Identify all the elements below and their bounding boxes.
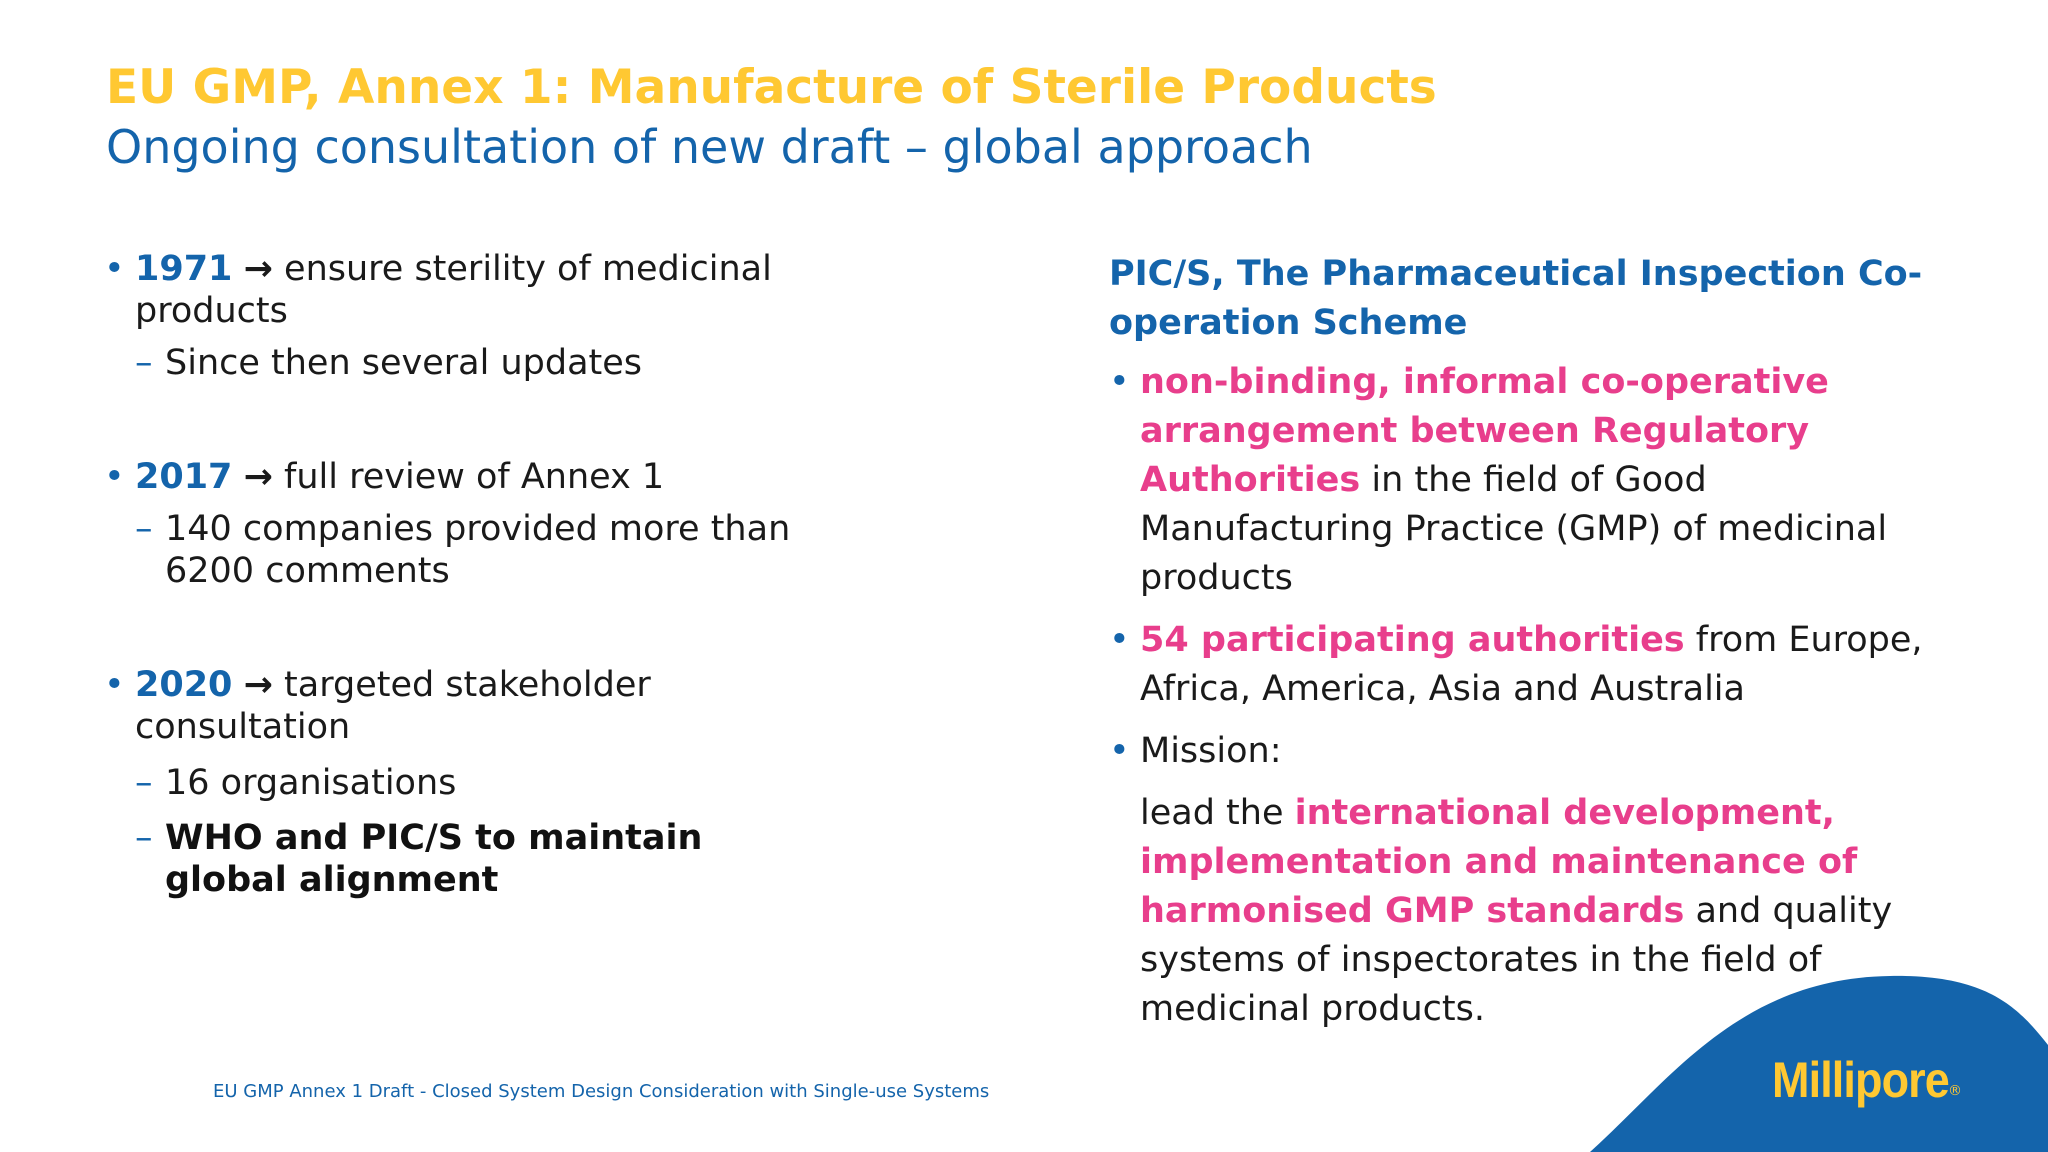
timeline-item-1971: • 1971 → ensure sterility of medicinal p… — [104, 248, 824, 384]
timeline-year: 1971 — [135, 249, 233, 289]
arrow-right-icon: → — [243, 457, 273, 497]
pics-bullet-mission: • Mission: — [1109, 727, 1949, 776]
pics-heading: PIC/S, The Pharmaceutical Inspection Co-… — [1109, 254, 1923, 343]
registered-mark: ® — [1948, 1083, 1962, 1099]
body-text: in the field of Good Manufacturing Pract… — [1140, 460, 1888, 598]
pics-bullet-authorities: • 54 participating authorities from Euro… — [1109, 616, 1949, 714]
timeline-year: 2020 — [135, 665, 233, 705]
timeline-subitem: 16 organisations — [165, 763, 457, 803]
timeline-text: full review of Annex 1 — [284, 457, 665, 497]
bullet-dot-icon: • — [104, 457, 125, 497]
bullet-dot-icon: • — [104, 665, 125, 705]
timeline-column: • 1971 → ensure sterility of medicinal p… — [104, 248, 824, 901]
bullet-dot-icon: • — [104, 249, 125, 289]
timeline-year: 2017 — [135, 457, 233, 497]
dash-icon: – — [135, 343, 153, 383]
millipore-logo: Millipore — [1772, 1052, 1950, 1108]
timeline-text: ensure sterility of medicinal products — [135, 249, 772, 331]
timeline-subitem: 140 companies provided more than 6200 co… — [165, 509, 791, 591]
brand-wave-shape — [1590, 975, 2048, 1152]
highlight-text: 54 participating authorities — [1140, 620, 1685, 660]
dash-icon: – — [135, 818, 153, 858]
body-text: and quality systems of inspectorates in … — [1140, 891, 1893, 1029]
bullet-dot-icon: • — [1109, 731, 1130, 771]
timeline-subitem: WHO and PIC/S to maintain global alignme… — [165, 818, 703, 900]
mission-paragraph: lead the international development, impl… — [1140, 789, 1949, 1034]
timeline-item-2020: • 2020 → targeted stakeholder consultati… — [104, 664, 824, 901]
slide-subtitle: Ongoing consultation of new draft – glob… — [106, 120, 1313, 174]
timeline-text: targeted stakeholder consultation — [135, 665, 651, 747]
timeline-item-2017: • 2017 → full review of Annex 1 – 140 co… — [104, 456, 824, 592]
pics-column: PIC/S, The Pharmaceutical Inspection Co-… — [1109, 250, 1949, 1034]
footer-text: EU GMP Annex 1 Draft - Closed System Des… — [213, 1081, 990, 1102]
dash-icon: – — [135, 509, 153, 549]
bullet-dot-icon: • — [1109, 620, 1130, 660]
body-text: Mission: — [1140, 731, 1282, 771]
slide-title: EU GMP, Annex 1: Manufacture of Sterile … — [106, 60, 1437, 115]
body-text: from Europe, Africa, America, Asia and A… — [1140, 620, 1923, 709]
highlight-text: non-binding, informal co-operative arran… — [1140, 362, 1829, 500]
body-text: lead the — [1140, 793, 1295, 833]
pics-bullet-arrangement: • non-binding, informal co-operative arr… — [1109, 358, 1949, 603]
arrow-right-icon: → — [243, 249, 273, 289]
highlight-text: international development, implementatio… — [1140, 793, 1858, 931]
dash-icon: – — [135, 763, 153, 803]
bullet-dot-icon: • — [1109, 362, 1130, 402]
timeline-subitem: Since then several updates — [165, 343, 643, 383]
arrow-right-icon: → — [243, 665, 273, 705]
